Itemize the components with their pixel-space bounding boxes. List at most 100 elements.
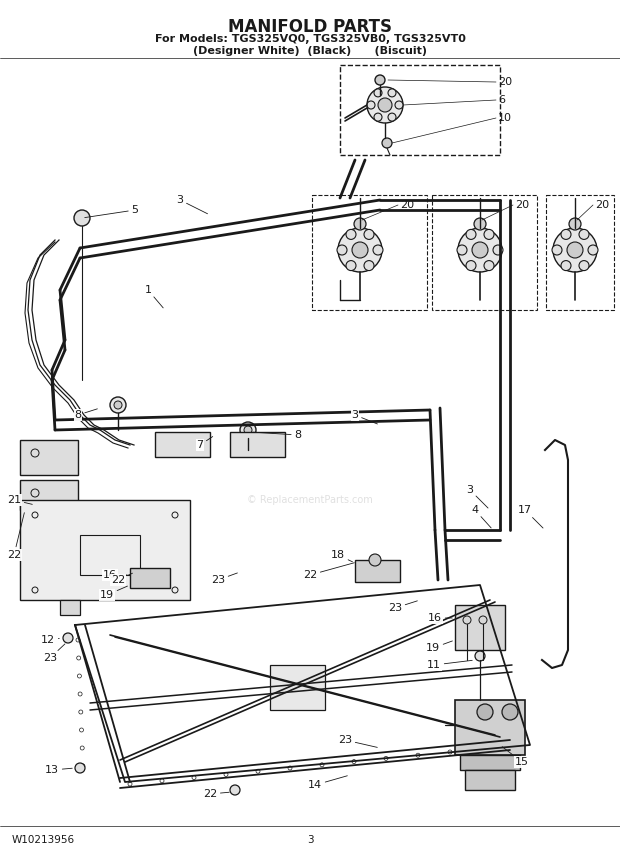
- Text: © ReplacementParts.com: © ReplacementParts.com: [247, 495, 373, 505]
- Circle shape: [567, 242, 583, 258]
- Text: MANIFOLD PARTS: MANIFOLD PARTS: [228, 18, 392, 36]
- Circle shape: [475, 651, 485, 661]
- Circle shape: [553, 228, 597, 272]
- Bar: [230, 432, 285, 457]
- Circle shape: [352, 242, 368, 258]
- Circle shape: [466, 260, 476, 270]
- Circle shape: [364, 260, 374, 270]
- Text: 23: 23: [338, 735, 378, 747]
- Circle shape: [369, 554, 381, 566]
- Text: (Designer White)  (Black)      (Biscuit): (Designer White) (Black) (Biscuit): [193, 46, 427, 56]
- Circle shape: [474, 218, 486, 230]
- Text: 13: 13: [45, 765, 73, 775]
- Text: 8: 8: [253, 430, 301, 440]
- Text: 21: 21: [7, 495, 32, 505]
- Text: 17: 17: [518, 505, 543, 528]
- Text: 15: 15: [502, 746, 529, 767]
- Text: 16: 16: [103, 570, 127, 580]
- Bar: [340, 65, 500, 155]
- Text: 20: 20: [595, 200, 609, 210]
- Circle shape: [378, 98, 392, 112]
- Text: 22: 22: [7, 513, 24, 560]
- Circle shape: [552, 245, 562, 255]
- Bar: [60, 600, 80, 615]
- Bar: [455, 605, 505, 650]
- Circle shape: [579, 229, 589, 240]
- Bar: [546, 195, 614, 310]
- Circle shape: [346, 260, 356, 270]
- Bar: [20, 480, 78, 510]
- Bar: [270, 665, 325, 710]
- Text: 16: 16: [428, 613, 452, 623]
- Circle shape: [240, 422, 256, 438]
- Bar: [312, 195, 427, 310]
- Circle shape: [114, 401, 122, 409]
- Circle shape: [337, 245, 347, 255]
- Circle shape: [388, 89, 396, 97]
- Circle shape: [561, 260, 571, 270]
- Text: 14: 14: [308, 776, 347, 790]
- Circle shape: [364, 229, 374, 240]
- Text: 12: 12: [41, 635, 60, 645]
- Text: 3: 3: [307, 835, 313, 845]
- Circle shape: [561, 229, 571, 240]
- Circle shape: [579, 260, 589, 270]
- Circle shape: [484, 229, 494, 240]
- Text: For Models: TGS325VQ0, TGS325VB0, TGS325VT0: For Models: TGS325VQ0, TGS325VB0, TGS325…: [154, 34, 466, 44]
- Text: W10213956: W10213956: [12, 835, 75, 845]
- Text: 19: 19: [100, 586, 128, 600]
- Circle shape: [588, 245, 598, 255]
- Text: 23: 23: [211, 573, 237, 585]
- Circle shape: [354, 218, 366, 230]
- Bar: [130, 568, 170, 588]
- Circle shape: [374, 113, 382, 122]
- Bar: [80, 535, 140, 575]
- Text: 5: 5: [85, 205, 138, 217]
- Text: 4: 4: [471, 505, 491, 528]
- Text: 20: 20: [400, 200, 414, 210]
- Circle shape: [484, 260, 494, 270]
- Circle shape: [382, 138, 392, 148]
- Circle shape: [472, 242, 488, 258]
- Text: 18: 18: [331, 550, 353, 562]
- Circle shape: [367, 87, 403, 123]
- Text: 22: 22: [203, 789, 229, 799]
- Circle shape: [458, 228, 502, 272]
- Bar: [460, 755, 520, 770]
- Bar: [20, 500, 190, 600]
- Text: 23: 23: [43, 644, 65, 663]
- Text: 11: 11: [427, 660, 472, 670]
- Text: 7: 7: [197, 437, 213, 450]
- Circle shape: [388, 113, 396, 122]
- Bar: [155, 432, 210, 457]
- Circle shape: [477, 704, 493, 720]
- Circle shape: [74, 210, 90, 226]
- Text: 20: 20: [515, 200, 529, 210]
- Text: 10: 10: [498, 113, 512, 123]
- Bar: [20, 440, 78, 475]
- Circle shape: [367, 101, 375, 109]
- Circle shape: [110, 397, 126, 413]
- Circle shape: [230, 785, 240, 795]
- Text: 20: 20: [498, 77, 512, 87]
- Circle shape: [374, 89, 382, 97]
- Bar: [355, 560, 400, 582]
- Text: 3: 3: [466, 485, 488, 508]
- Circle shape: [75, 763, 85, 773]
- Circle shape: [466, 229, 476, 240]
- Text: 22: 22: [303, 562, 354, 580]
- Circle shape: [63, 633, 73, 643]
- Text: 22: 22: [111, 574, 133, 585]
- Circle shape: [493, 245, 503, 255]
- Bar: [432, 195, 537, 310]
- Text: 19: 19: [426, 641, 453, 653]
- Text: 3: 3: [352, 410, 378, 424]
- Text: 1: 1: [144, 285, 163, 308]
- Circle shape: [346, 229, 356, 240]
- Text: 23: 23: [388, 601, 417, 613]
- Circle shape: [502, 704, 518, 720]
- Text: 3: 3: [177, 195, 208, 214]
- Circle shape: [244, 426, 252, 434]
- Circle shape: [373, 245, 383, 255]
- Circle shape: [569, 218, 581, 230]
